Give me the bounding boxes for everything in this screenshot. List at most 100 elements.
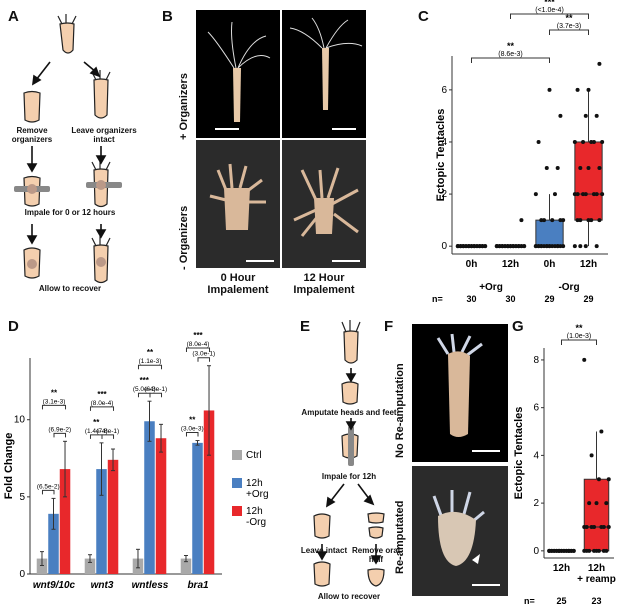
data-point	[555, 244, 560, 249]
p-value: (7.8e-1)	[96, 428, 119, 435]
data-point	[572, 139, 577, 144]
y-tick-label: 2	[533, 498, 539, 509]
data-point	[599, 429, 604, 434]
box	[535, 219, 564, 247]
recover-e-label: Allow to recover	[317, 592, 381, 601]
data-point	[544, 166, 549, 171]
p-value: (1.4e-4)	[85, 428, 108, 435]
panel-f-label: F	[384, 318, 394, 335]
legend-swatch	[232, 506, 242, 516]
legend-swatch	[232, 478, 242, 488]
data-point	[583, 113, 588, 118]
bar	[192, 442, 203, 574]
leave-organizers-label: Leave organizers intact	[71, 126, 137, 144]
box	[574, 141, 603, 221]
p-value: (8.0e-4)	[91, 400, 114, 407]
n-value: 25	[556, 596, 566, 606]
panel-g-label: G	[512, 318, 524, 335]
data-point	[575, 87, 580, 92]
data-point	[571, 548, 576, 553]
chart-g: 0 2 4 6 8 Ectopic Tentacles 12h 25 12h + reamp 23 n…	[513, 323, 616, 606]
data-point	[594, 244, 599, 249]
bar	[180, 558, 192, 574]
y-tick-label: 5	[19, 492, 25, 503]
data-point	[536, 139, 541, 144]
data-point	[606, 524, 611, 529]
data-point	[572, 244, 577, 249]
panel-a-schematic	[14, 14, 122, 284]
significance-stars: **	[189, 416, 196, 425]
data-point	[597, 166, 602, 171]
significance-bracket	[549, 29, 589, 35]
y-tick-label: 0	[533, 546, 539, 557]
data-point	[472, 244, 477, 249]
photo-minus-org-12h	[282, 140, 366, 268]
n-value: 29	[544, 294, 554, 304]
x-tick-label: 12h	[553, 563, 570, 574]
data-point	[557, 548, 562, 553]
y-tick-label: 4	[441, 137, 447, 148]
remove-organizers-label: Remove organizers	[11, 126, 53, 144]
col-label-0h: 0 Hour Impalement	[207, 272, 269, 296]
data-point	[550, 218, 555, 223]
y-tick-label: 6	[441, 85, 447, 96]
data-point	[581, 139, 586, 144]
row-label-no-reamputation: No Re-amputation	[394, 363, 406, 458]
impale-label: Impale for 0 or 12 hours	[24, 208, 116, 217]
significance-bracket	[41, 489, 55, 495]
data-point	[589, 453, 594, 458]
data-point	[587, 501, 592, 506]
y-tick-label: 8	[533, 355, 539, 366]
significance-bracket	[197, 357, 211, 362]
panel-e-schematic	[313, 320, 385, 587]
p-value: (1.1e-3)	[139, 358, 162, 365]
significance-bracket	[137, 364, 163, 370]
p-value: (1.0e-3)	[567, 333, 592, 340]
y-axis-label: Ectopic Tentacles	[513, 407, 525, 500]
y-tick-label: 4	[533, 450, 539, 461]
data-point	[578, 166, 583, 171]
y-tick-label: 2	[441, 189, 447, 200]
x-tick-label: 12h	[502, 259, 519, 270]
x-tick-label: bra1	[187, 580, 209, 591]
p-value: (3.0e-3)	[181, 426, 204, 433]
group-label: +Org	[479, 282, 503, 293]
significance-bracket	[149, 392, 163, 398]
p-value: (6.3e-1)	[144, 386, 167, 393]
data-point	[586, 87, 591, 92]
col-label-12h: 12 Hour Impalement	[293, 272, 355, 296]
y-tick-label: 6	[533, 403, 539, 414]
data-point	[587, 548, 592, 553]
significance-stars: ***	[140, 376, 150, 385]
legend-label: Ctrl	[246, 450, 262, 461]
data-point	[594, 501, 599, 506]
chart-d: 0 5 10 Fold Change wnt9/10c wnt3 wntless bra1 Ct…	[3, 331, 269, 591]
significance-stars: **	[507, 41, 515, 51]
x-tick-label: wntless	[132, 580, 169, 591]
n-prefix: n=	[432, 294, 443, 304]
bar	[48, 513, 59, 574]
significance-bracket	[101, 434, 115, 439]
p-value: (8.6e-3)	[498, 51, 523, 58]
significance-bracket	[510, 13, 589, 19]
p-value: (5.0e-4)	[133, 386, 156, 393]
x-tick-label: 12h + reamp	[577, 563, 616, 585]
significance-stars: ***	[544, 0, 555, 7]
significance-bracket	[185, 347, 211, 352]
significance-bracket	[185, 432, 199, 437]
data-point	[539, 244, 544, 249]
photo-plus-org-0h	[196, 10, 280, 138]
bar	[155, 438, 167, 574]
bar	[107, 459, 119, 574]
significance-bracket	[41, 404, 67, 410]
row-label-reamputated: Re-amputated	[394, 500, 406, 574]
significance-stars: **	[147, 348, 154, 357]
photo-reamputated	[412, 466, 508, 596]
data-point	[586, 166, 591, 171]
data-point	[604, 548, 609, 553]
data-point	[561, 218, 566, 223]
data-point	[558, 113, 563, 118]
n-value: 30	[466, 294, 476, 304]
data-point	[594, 192, 599, 197]
n-value: 23	[591, 596, 601, 606]
